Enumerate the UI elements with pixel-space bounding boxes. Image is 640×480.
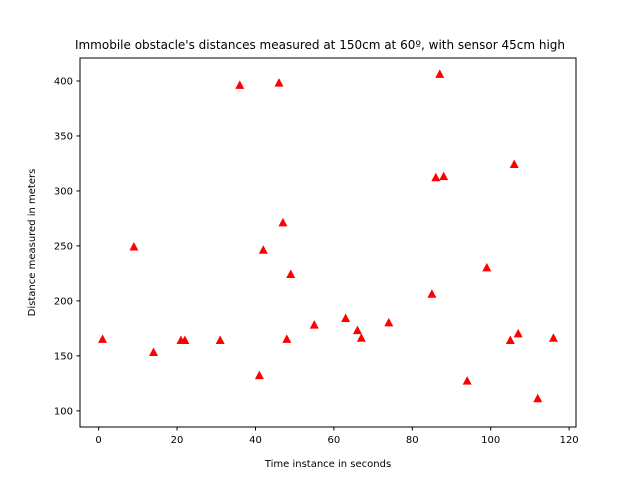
data-point [533,393,543,403]
data-point [129,242,139,251]
x-tick-label: 0 [95,435,101,446]
data-point [509,159,519,169]
x-tick-label: 20 [171,435,184,446]
data-point [309,320,319,329]
data-point [282,334,292,343]
data-point [215,335,225,344]
y-tick-label: 250 [54,241,73,252]
data-point [384,317,394,327]
y-tick-label: 150 [54,351,73,362]
data-point [435,69,445,78]
y-tick-label: 100 [54,406,73,417]
plot-frame [79,57,577,428]
x-axis: 0 20 40 60 80 100 120 [95,427,579,446]
y-tick-label: 400 [54,76,73,87]
x-tick-label: 80 [406,435,419,446]
data-point [98,334,108,343]
data-point [505,335,515,344]
chart-title: Immobile obstacle's distances measured a… [75,38,565,52]
data-point [235,80,245,89]
x-tick-label: 60 [328,435,341,446]
data-point [149,347,159,357]
data-point [431,172,441,182]
x-axis-label: Time instance in seconds [264,459,391,470]
data-point [274,78,284,87]
data-point [482,262,492,272]
plot-area [98,69,558,403]
y-tick-label: 300 [54,186,73,197]
y-tick-label: 200 [54,296,73,307]
y-axis-label: Distance measured in meters [27,169,38,317]
data-point [278,217,288,227]
x-tick-label: 120 [560,435,579,446]
y-tick-label: 350 [54,131,73,142]
data-point [427,289,437,298]
data-point [439,171,449,181]
data-point [462,376,472,385]
x-tick-label: 100 [481,435,500,446]
data-point [548,333,558,342]
data-point [341,313,351,322]
data-point [513,328,523,338]
data-point [258,245,268,254]
x-tick-label: 40 [249,435,262,446]
data-point [286,269,296,278]
data-point [254,370,264,380]
data-point [180,335,190,344]
data-point [352,325,362,335]
y-axis: 100 150 200 250 300 350 400 [54,76,80,417]
data-point [356,333,366,342]
